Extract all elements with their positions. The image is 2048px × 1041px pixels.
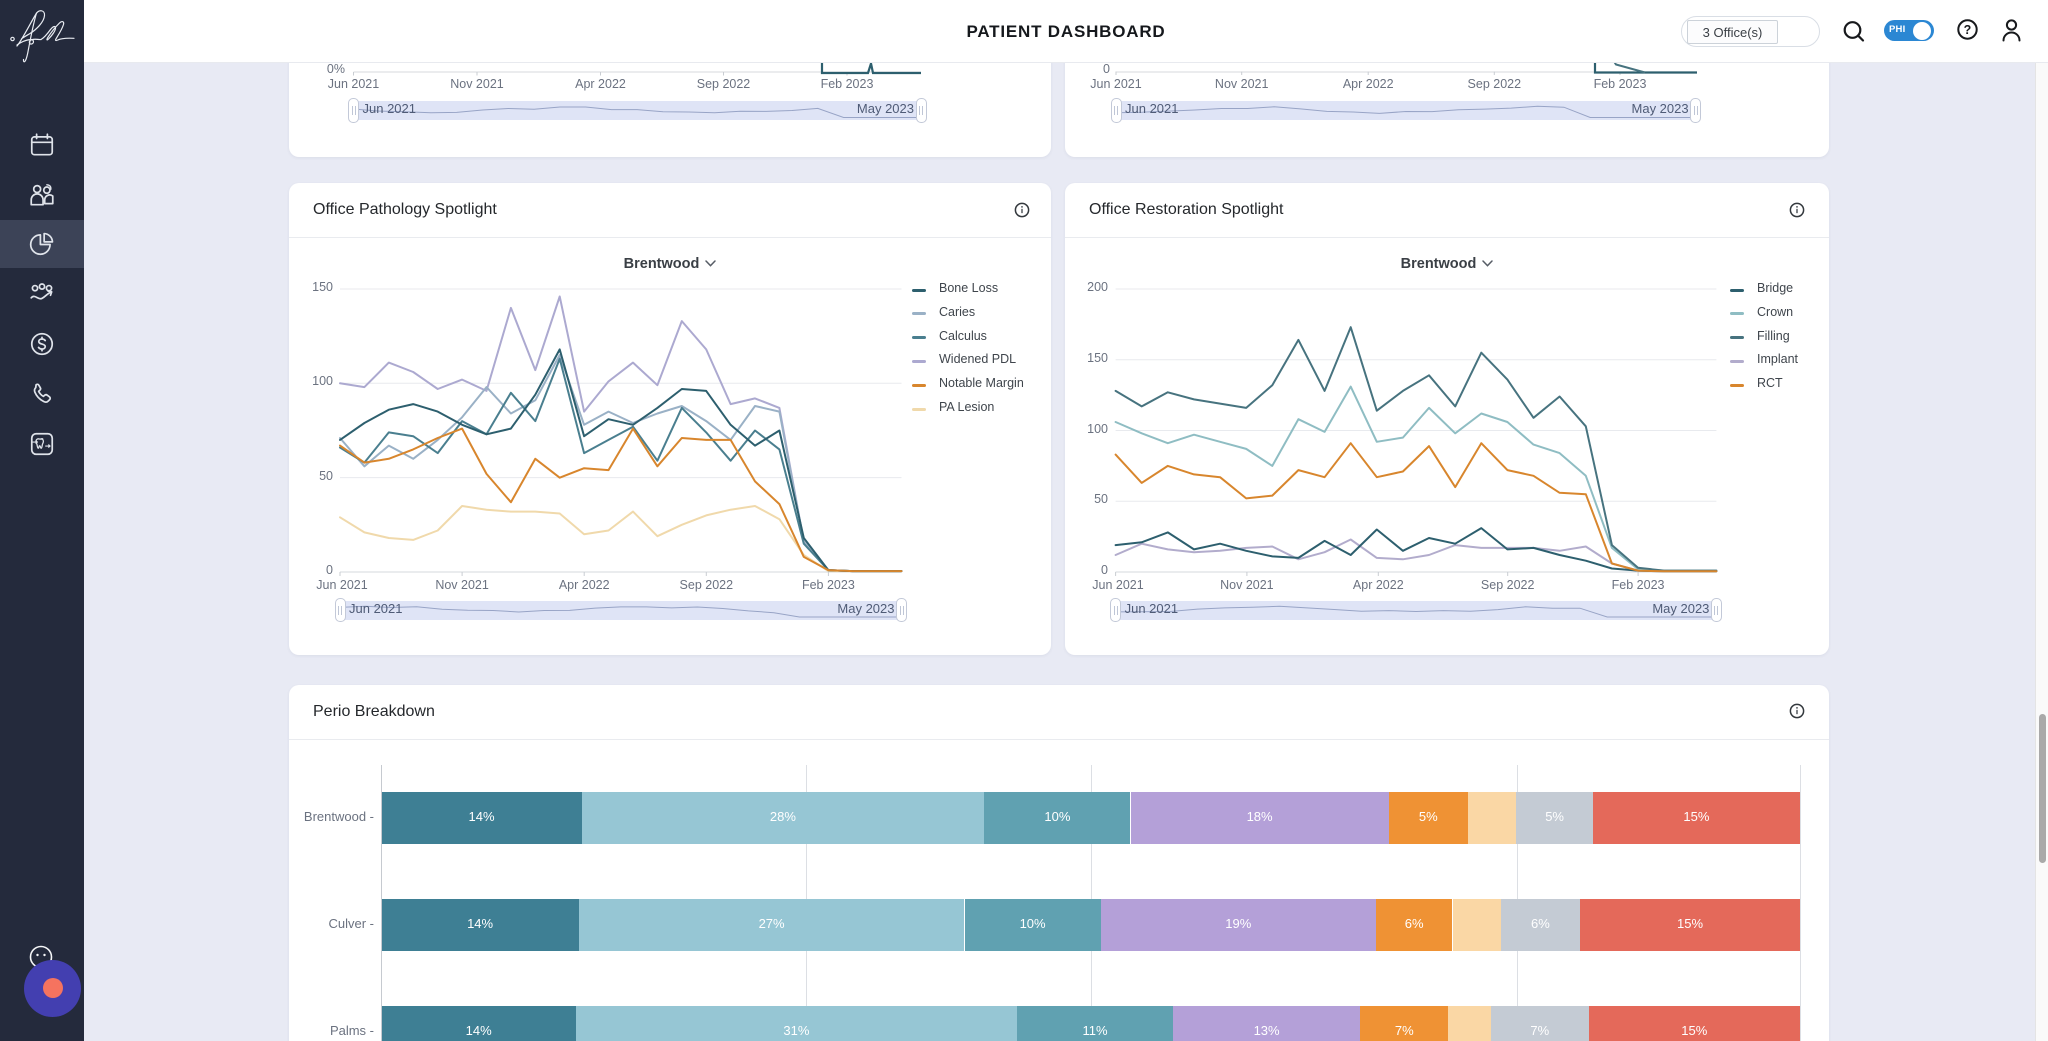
svg-text:?: ? (1964, 23, 1972, 37)
